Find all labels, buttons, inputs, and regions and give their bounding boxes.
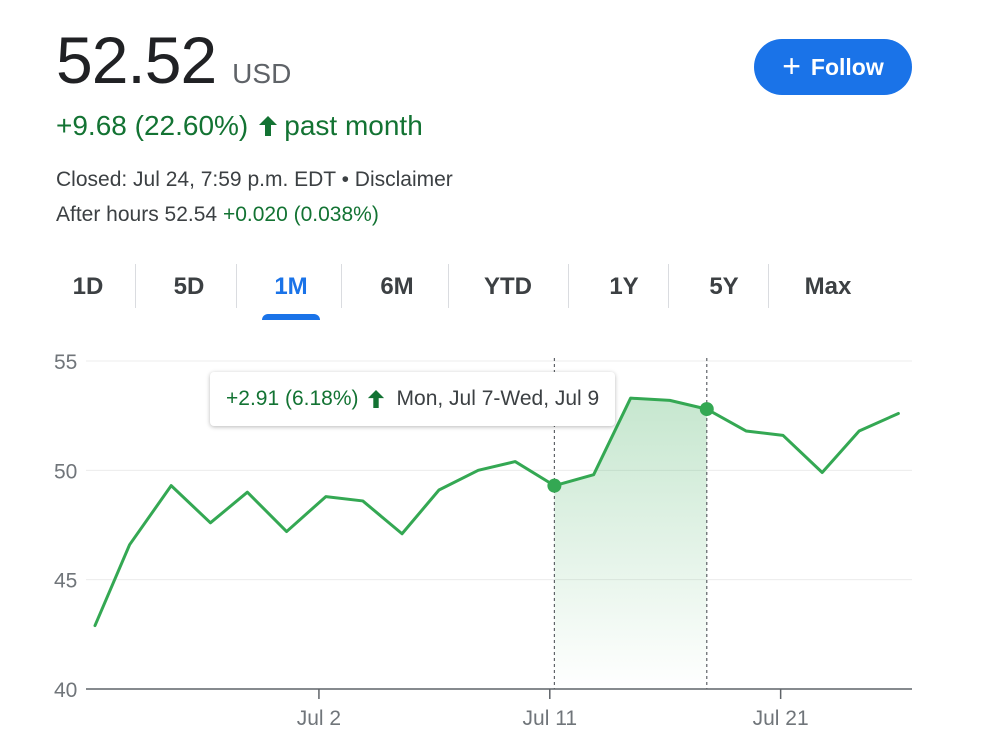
range-tabs: 1D 5D 1M 6M YTD 1Y 5Y Max — [40, 262, 920, 318]
current-price: 52.52 — [56, 23, 217, 97]
y-tick-label: 45 — [54, 570, 77, 593]
range-tooltip: +2.91 (6.18%) Mon, Jul 7-Wed, Jul 9 — [210, 372, 616, 426]
disclaimer-link[interactable]: Disclaimer — [354, 168, 453, 191]
after-hours: After hours 52.54 +0.020 (0.038%) — [56, 203, 379, 227]
tab-divider — [568, 264, 569, 308]
price-change: +9.68 (22.60%) past month — [56, 110, 423, 142]
tab-divider — [668, 264, 669, 308]
y-tick-label: 50 — [54, 460, 77, 483]
market-status: Closed: Jul 24, 7:59 p.m. EDT • Disclaim… — [56, 168, 453, 192]
closed-text: Closed: Jul 24, 7:59 p.m. EDT — [56, 168, 336, 191]
x-tick-label: Jul 21 — [753, 707, 809, 730]
tab-divider — [448, 264, 449, 308]
arrow-up-icon — [367, 389, 385, 409]
price-chart[interactable]: 40 45 50 55 Jul 2 Jul 11 Jul 21 — [0, 330, 989, 754]
y-tick-label: 55 — [54, 351, 77, 374]
tab-1m[interactable]: 1M — [260, 262, 322, 312]
tab-divider — [341, 264, 342, 308]
tab-1d[interactable]: 1D — [72, 273, 104, 300]
tab-divider — [236, 264, 237, 308]
follow-button[interactable]: + Follow — [754, 39, 912, 95]
tooltip-range: Mon, Jul 7-Wed, Jul 9 — [396, 387, 600, 410]
tab-divider — [768, 264, 769, 308]
change-period: past month — [284, 110, 423, 141]
change-value: +9.68 (22.60%) — [56, 110, 249, 141]
plus-icon: + — [782, 47, 801, 84]
follow-label: Follow — [810, 53, 884, 80]
selection-point — [547, 478, 562, 493]
tab-ytd[interactable]: YTD — [484, 273, 532, 300]
selection-area — [554, 398, 707, 689]
separator-dot: • — [341, 168, 349, 191]
tooltip-change: +2.91 (6.18%) — [226, 387, 359, 410]
tab-5y[interactable]: 5Y — [709, 273, 739, 300]
tab-divider — [135, 264, 136, 308]
price-row: 52.52 USD — [56, 22, 291, 98]
tab-max[interactable]: Max — [804, 273, 852, 300]
after-hours-label: After hours 52.54 — [56, 203, 218, 226]
price-line — [93, 396, 900, 628]
arrow-up-icon — [258, 115, 278, 137]
currency-label: USD — [232, 58, 292, 89]
x-tick-label: Jul 11 — [523, 707, 577, 730]
tab-5d[interactable]: 5D — [173, 273, 205, 300]
selection-point — [699, 402, 714, 417]
x-tick-label: Jul 2 — [297, 707, 341, 730]
after-hours-change: +0.020 (0.038%) — [222, 203, 379, 226]
tab-1y[interactable]: 1Y — [609, 273, 639, 300]
tab-6m[interactable]: 6M — [380, 273, 414, 300]
y-tick-label: 40 — [54, 679, 77, 702]
